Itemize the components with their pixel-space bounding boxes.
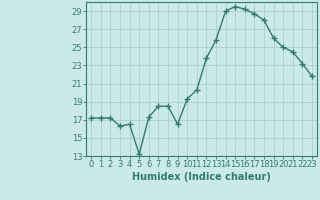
X-axis label: Humidex (Indice chaleur): Humidex (Indice chaleur) (132, 172, 271, 182)
